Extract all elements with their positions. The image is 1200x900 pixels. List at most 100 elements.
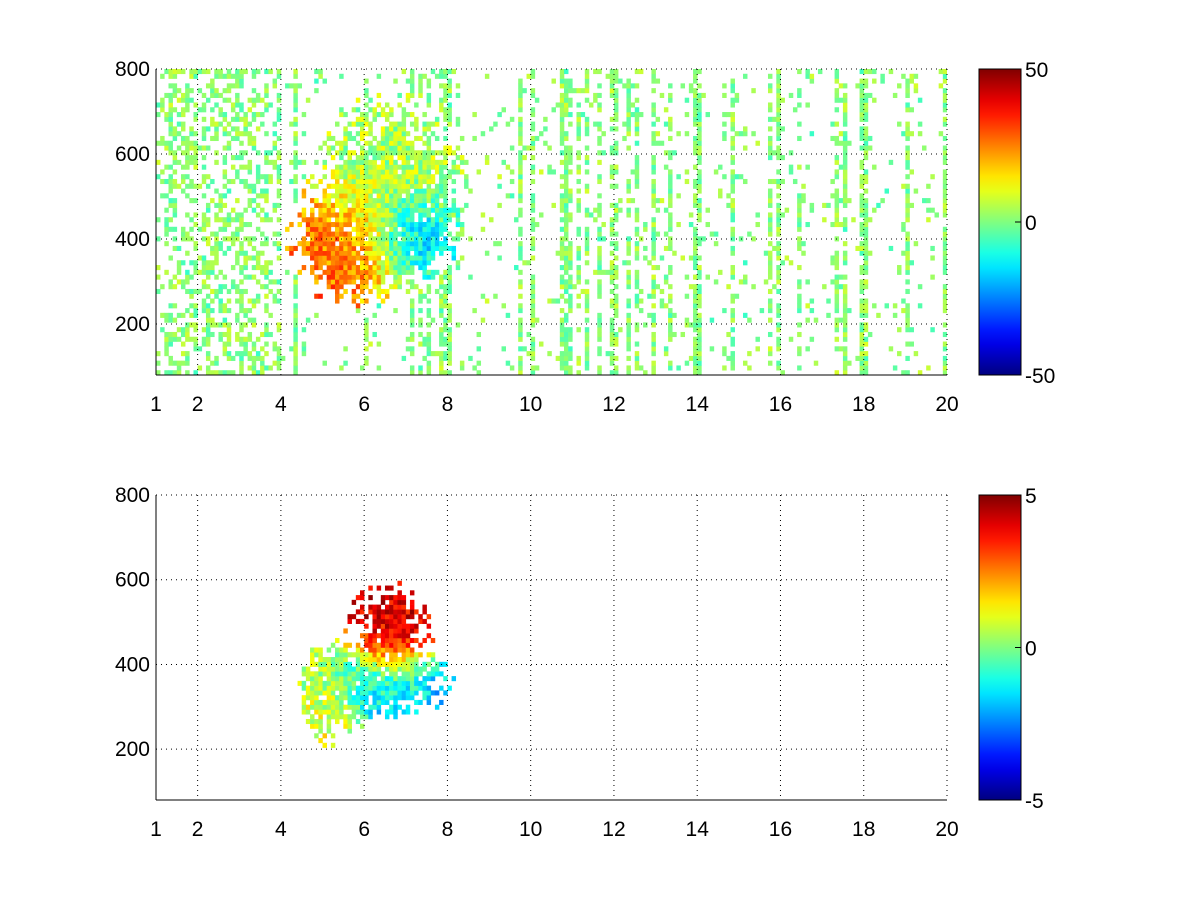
heatmap-cell [514, 217, 519, 223]
heatmap-cell [347, 714, 352, 720]
heatmap-cell [347, 661, 352, 667]
heatmap-cell [343, 135, 348, 142]
heatmap-cell [243, 265, 248, 271]
heatmap-cell [842, 97, 848, 103]
heatmap-cell [747, 317, 752, 323]
heatmap-cell [426, 150, 432, 156]
heatmap-cell [168, 121, 173, 127]
heatmap-cell [743, 312, 748, 318]
heatmap-cell [368, 241, 373, 247]
heatmap-cell [326, 222, 332, 228]
heatmap-cell [355, 97, 361, 103]
heatmap-cell [568, 346, 573, 352]
heatmap-cell [730, 274, 735, 280]
heatmap-cell [668, 331, 673, 338]
heatmap-cell [638, 298, 644, 304]
heatmap-cell [797, 198, 802, 204]
heatmap-cell [243, 274, 248, 280]
heatmap-cell [210, 298, 215, 304]
heatmap-cell [359, 604, 365, 610]
heatmap-cell [776, 274, 781, 280]
heatmap-cell [343, 288, 348, 295]
heatmap-cell [176, 112, 182, 118]
heatmap-cell [164, 241, 169, 247]
heatmap-cell [917, 121, 923, 127]
heatmap-cell [676, 222, 681, 228]
heatmap-cell [397, 131, 402, 137]
heatmap-cell [343, 202, 348, 208]
heatmap-cell [430, 178, 436, 185]
heatmap-cell [389, 680, 394, 686]
heatmap-cell [185, 336, 190, 342]
heatmap-cell [355, 250, 361, 256]
heatmap-cell [380, 260, 386, 266]
heatmap-cell [268, 288, 273, 295]
heatmap-cell [272, 346, 278, 352]
heatmap-cell [210, 78, 215, 84]
heatmap-cell [422, 202, 427, 208]
heatmap-cell [180, 140, 186, 146]
heatmap-cell [384, 155, 390, 161]
heatmap-cell [634, 107, 640, 113]
heatmap-cell [239, 269, 244, 275]
heatmap-cell [226, 370, 232, 375]
heatmap-cell [326, 236, 332, 242]
heatmap-cell [389, 709, 394, 715]
heatmap-cell [863, 226, 869, 232]
heatmap-cell [842, 312, 848, 318]
heatmap-cell [305, 676, 311, 682]
heatmap-cell [330, 709, 336, 715]
heatmap-cell [651, 288, 656, 295]
heatmap-cell [239, 250, 244, 256]
heatmap-cell [264, 212, 269, 218]
heatmap-cell [368, 250, 373, 256]
heatmap-cell [842, 155, 848, 161]
heatmap-cell [214, 245, 219, 251]
heatmap-cell [272, 207, 278, 213]
heatmap-cell [418, 202, 423, 208]
heatmap-cell [351, 269, 357, 275]
heatmap-cell [534, 97, 540, 103]
heatmap-cell [609, 288, 615, 295]
heatmap-cell [235, 198, 240, 204]
heatmap-cell [305, 241, 311, 247]
heatmap-cell [842, 222, 848, 228]
heatmap-cell [372, 135, 377, 142]
heatmap-cell [359, 709, 365, 715]
heatmap-cell [293, 102, 298, 108]
heatmap-cell [655, 140, 661, 146]
heatmap-cell [318, 680, 323, 686]
heatmap-cell [409, 661, 415, 667]
heatmap-cell [359, 183, 365, 189]
heatmap-cell [439, 107, 444, 113]
heatmap-cell [359, 657, 365, 663]
heatmap-cell [443, 336, 448, 342]
heatmap-cell [201, 279, 207, 285]
heatmap-cell [422, 226, 427, 232]
heatmap-cell [597, 331, 602, 338]
heatmap-cell [293, 140, 298, 146]
heatmap-cell [801, 183, 806, 189]
heatmap-cell [376, 657, 382, 663]
heatmap-cell [597, 231, 602, 237]
heatmap-cell [863, 207, 869, 213]
heatmap-cell [426, 346, 432, 352]
heatmap-cell [776, 336, 781, 342]
heatmap-cell [239, 212, 244, 218]
heatmap-cell [339, 279, 344, 285]
heatmap-cell [568, 121, 573, 127]
heatmap-cell [364, 685, 369, 691]
heatmap-cell [314, 647, 319, 653]
heatmap-cell [422, 207, 427, 213]
heatmap-cell [693, 346, 698, 352]
heatmap-cell [597, 207, 602, 213]
heatmap-cell [776, 97, 781, 103]
heatmap-cell [351, 178, 357, 185]
heatmap-cell [530, 198, 536, 204]
heatmap-cell [830, 121, 835, 127]
heatmap-cell [364, 92, 369, 98]
heatmap-cell [659, 298, 665, 304]
heatmap-cell [405, 198, 411, 204]
heatmap-cell [767, 346, 773, 352]
heatmap-cell [584, 131, 590, 137]
